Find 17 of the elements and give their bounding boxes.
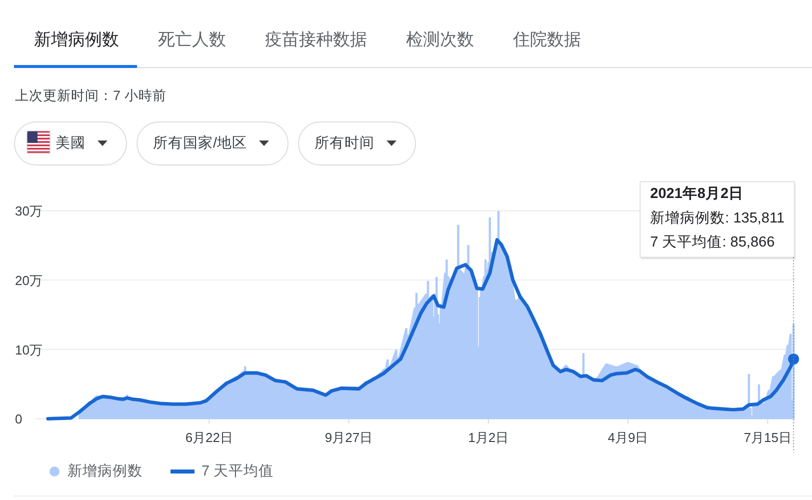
legend-item: 新增病例数 <box>50 464 142 480</box>
y-tick-label: 0 <box>15 411 22 426</box>
x-tick-label: 4月9日 <box>608 430 648 444</box>
y-tick-label: 10万 <box>15 342 42 357</box>
x-tick-label: 1月2日 <box>468 430 509 444</box>
y-tick-label: 20万 <box>15 272 42 288</box>
tooltip: 2021年8月2日 新增病例数: 135,811 7 天平均值: 85,866 <box>640 181 796 260</box>
x-tick-label: 7月15日 <box>744 430 792 444</box>
x-tick-label: 9月27日 <box>324 430 373 444</box>
annotation: 7 天平均值: 85,866 <box>650 234 775 251</box>
text: 上次更新时间：7 小時前 <box>15 88 166 102</box>
legend-label: 新增病例数 <box>68 462 142 480</box>
legend-label: 7 天平均值 <box>202 462 274 480</box>
legend-item: 7 天平均值 <box>170 464 274 480</box>
x-tick-label: 6月22日 <box>185 430 234 444</box>
annotation: 新增病例数: 135,811 <box>650 209 785 226</box>
y-tick-label: 30万 <box>15 203 42 218</box>
